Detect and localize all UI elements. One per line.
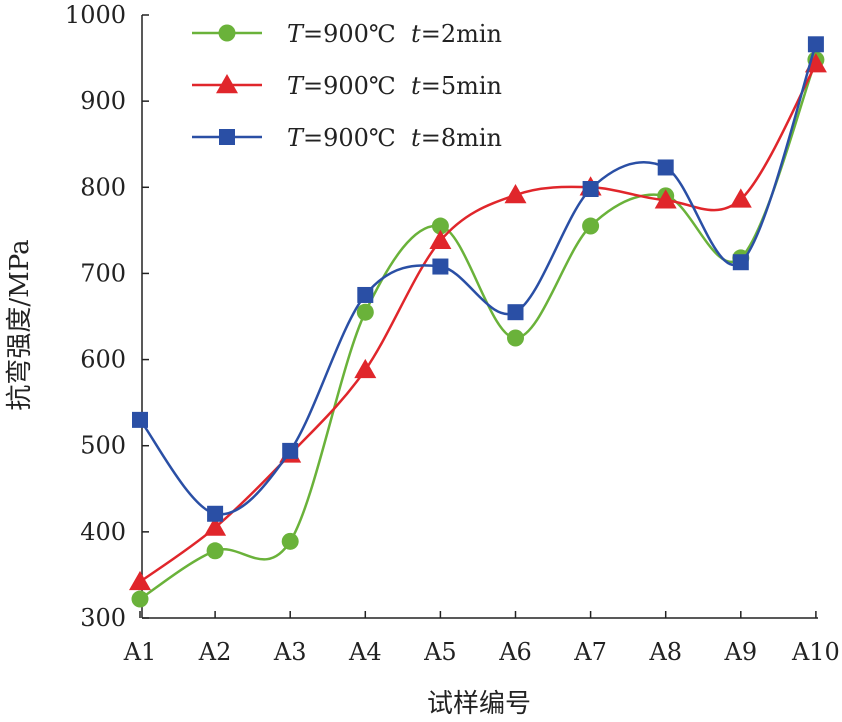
series-line <box>139 59 818 601</box>
x-tick-label: A2 <box>198 638 232 666</box>
legend-entry: T=900℃ t=2min <box>192 20 502 48</box>
data-point <box>431 217 449 235</box>
legend-label: T=900℃ t=8min <box>287 124 502 152</box>
x-tick-label: A3 <box>273 638 307 666</box>
data-point <box>657 159 674 176</box>
series-line <box>139 63 817 583</box>
data-point <box>504 184 527 204</box>
data-point <box>429 229 452 249</box>
legend-label: T=900℃ t=5min <box>287 72 502 100</box>
y-tick-label: 1000 <box>65 1 126 29</box>
legend-label-part: t <box>411 72 421 100</box>
data-point <box>582 217 600 235</box>
axes <box>141 15 818 619</box>
x-tick-label: A1 <box>123 638 157 666</box>
y-tick-label: 900 <box>80 87 126 115</box>
data-point <box>432 258 449 275</box>
data-point <box>132 411 148 428</box>
legend-label-part: T <box>287 20 305 48</box>
y-tick-label: 600 <box>80 346 126 374</box>
legend-label-part: =900℃ <box>303 20 411 48</box>
legend-marker <box>216 74 238 94</box>
y-tick-label: 800 <box>80 173 126 201</box>
x-tick-label: A6 <box>498 638 532 666</box>
y-tick-label: 400 <box>80 518 126 546</box>
y-tick-label: 500 <box>80 432 126 460</box>
x-tick-label: A5 <box>423 638 457 666</box>
data-point <box>732 254 749 271</box>
data-point <box>354 358 377 379</box>
legend-marker <box>218 24 236 42</box>
x-tick-label: A8 <box>648 638 682 666</box>
data-point <box>282 442 299 459</box>
legend-label-part: =5min <box>421 72 502 100</box>
data-point <box>281 532 299 550</box>
data-point <box>207 505 224 522</box>
series-layer <box>129 36 827 608</box>
x-axis-title: 试样编号 <box>427 689 531 719</box>
x-tick-label: A9 <box>723 638 757 666</box>
data-point <box>204 516 227 536</box>
data-point <box>131 590 149 608</box>
x-tick-label: A10 <box>791 638 840 666</box>
legend-label-part: =900℃ <box>303 124 411 152</box>
legend-entry: T=900℃ t=5min <box>192 72 502 100</box>
data-point <box>507 304 524 321</box>
legend-label-part: T <box>287 124 305 152</box>
legend-entry: T=900℃ t=8min <box>192 124 502 152</box>
y-tick-label: 300 <box>80 604 126 632</box>
data-point <box>807 36 824 53</box>
series-1 <box>131 51 825 608</box>
data-point <box>804 53 827 73</box>
data-point <box>356 303 374 321</box>
data-point <box>357 286 374 303</box>
legend-label-part: =2min <box>421 20 502 48</box>
y-tick-label: 700 <box>80 259 126 287</box>
data-point <box>729 188 752 208</box>
data-point <box>129 570 151 591</box>
legend-label-part: t <box>411 124 421 152</box>
y-ticks: 300 400 500 600 700 800 900 1000 <box>65 1 149 632</box>
data-point <box>654 189 677 209</box>
x-tick-label: A7 <box>573 638 607 666</box>
series-line <box>139 43 818 516</box>
data-point <box>582 181 599 198</box>
legend-label-part: T <box>287 72 305 100</box>
y-axis-title: 抗弯强度/MPa <box>5 239 35 410</box>
legend-label-part: =900℃ <box>303 72 411 100</box>
series-3 <box>132 36 824 522</box>
legend-label-part: =8min <box>421 124 502 152</box>
legend-label-part: t <box>411 20 421 48</box>
x-tick-label: A4 <box>348 638 382 666</box>
data-point <box>507 329 524 347</box>
legend-label: T=900℃ t=2min <box>287 20 502 48</box>
legend-marker <box>219 129 235 145</box>
x-ticks: A1 A2 A3 A4 A5 A6 A7 A8 A9 A10 <box>123 611 840 666</box>
data-point <box>206 542 224 560</box>
